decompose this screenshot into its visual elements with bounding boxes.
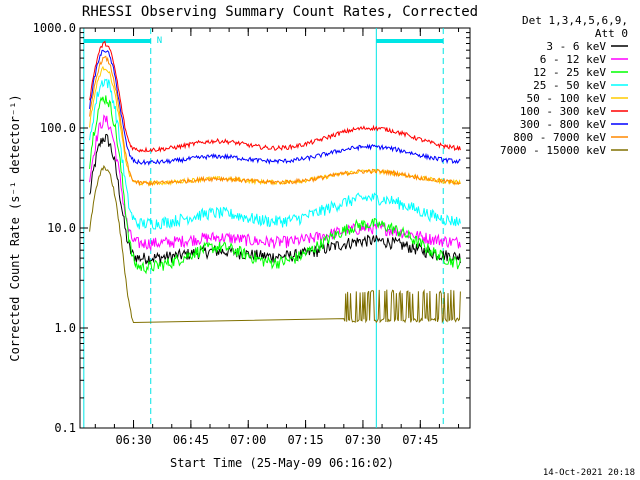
legend-label: 12 - 25 keV xyxy=(533,66,606,79)
y-axis-label: Corrected Count Rate (s⁻¹ detector⁻¹) xyxy=(8,94,22,361)
y-tick-label: 1.0 xyxy=(54,321,76,335)
legend-label: 6 - 12 keV xyxy=(540,53,607,66)
y-tick-label: 10.0 xyxy=(47,221,76,235)
series-line xyxy=(89,40,461,153)
x-tick-label: 06:45 xyxy=(173,433,209,447)
x-axis: 06:30 06:45 07:00 07:15 07:30 07:45 xyxy=(94,28,460,447)
legend-label: 3 - 6 keV xyxy=(546,40,606,53)
y-tick-label: 0.1 xyxy=(54,421,76,435)
y-tick-label: 100.0 xyxy=(40,121,76,135)
plot-area: N xyxy=(79,27,471,429)
plot-frame xyxy=(79,27,471,429)
x-tick-label: 07:30 xyxy=(345,433,381,447)
x-tick-label: 07:45 xyxy=(402,433,438,447)
legend-header: Det 1,3,4,5,6,9, xyxy=(522,14,628,27)
x-tick-label: 07:15 xyxy=(288,433,324,447)
series-line xyxy=(89,49,461,166)
legend-label: 7000 - 15000 keV xyxy=(500,144,606,157)
legend-label: 300 - 800 keV xyxy=(520,118,606,131)
x-tick-label: 07:00 xyxy=(230,433,266,447)
chart-title: RHESSI Observing Summary Count Rates, Co… xyxy=(82,4,478,20)
night-marker-label: N xyxy=(157,36,162,46)
series-line xyxy=(89,95,461,275)
x-tick-label: 06:30 xyxy=(115,433,151,447)
series-line xyxy=(89,133,461,265)
series-line xyxy=(89,65,461,187)
night-band xyxy=(376,39,444,43)
legend-header: Att 0 xyxy=(595,27,628,40)
series-line xyxy=(89,78,461,230)
y-axis: 1000.0 100.0 10.0 1.0 0.1 xyxy=(33,21,470,435)
footer-timestamp: 14-Oct-2021 20:18 xyxy=(543,468,635,478)
series-line xyxy=(89,55,461,187)
x-axis-label: Start Time (25-May-09 06:16:02) xyxy=(170,456,394,470)
legend-label: 50 - 100 keV xyxy=(527,92,607,105)
legend-label: 100 - 300 keV xyxy=(520,105,606,118)
series-line xyxy=(89,164,461,324)
legend-label: 800 - 7000 keV xyxy=(513,131,606,144)
legend-label: 25 - 50 keV xyxy=(533,79,606,92)
y-tick-label: 1000.0 xyxy=(33,21,76,35)
night-band xyxy=(83,39,151,43)
